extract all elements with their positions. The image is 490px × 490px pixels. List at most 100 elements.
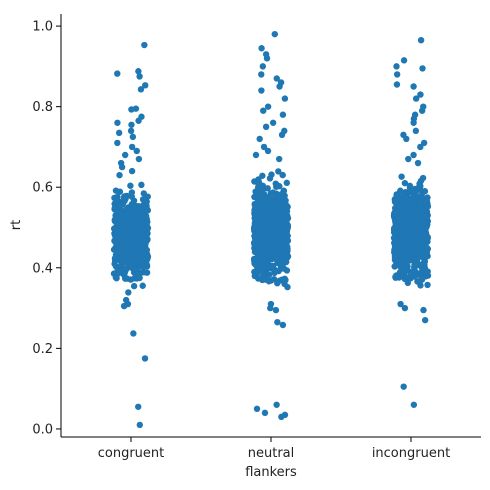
data-point-incongruent xyxy=(417,143,424,151)
data-point-congruent xyxy=(131,245,139,253)
data-point-congruent xyxy=(141,41,148,49)
data-point-congruent xyxy=(128,106,135,113)
data-point-neutral xyxy=(262,258,270,265)
x-ticks: congruent neutral incongruent xyxy=(98,437,450,461)
data-point-incongruent xyxy=(401,275,408,283)
data-point-neutral xyxy=(257,237,264,244)
data-point-incongruent xyxy=(424,281,431,289)
data-point-incongruent xyxy=(403,135,410,143)
data-point-neutral xyxy=(267,190,274,197)
data-point-incongruent xyxy=(393,229,401,236)
data-point-congruent xyxy=(130,282,138,290)
data-point-neutral xyxy=(273,190,280,197)
data-point-neutral xyxy=(270,216,277,223)
data-point-incongruent xyxy=(410,151,417,159)
x-tick-label-neutral: neutral xyxy=(248,446,295,461)
data-point-congruent xyxy=(112,187,120,194)
data-point-neutral xyxy=(279,222,287,229)
data-point-neutral xyxy=(251,268,259,276)
data-point-neutral xyxy=(264,185,271,192)
data-point-incongruent xyxy=(410,190,417,197)
data-point-neutral xyxy=(258,45,265,52)
data-point-incongruent xyxy=(419,65,426,72)
data-point-neutral xyxy=(251,205,259,212)
data-point-neutral xyxy=(259,63,267,70)
data-point-incongruent xyxy=(414,226,422,233)
data-point-incongruent xyxy=(400,57,408,64)
data-point-incongruent xyxy=(418,107,426,114)
data-point-incongruent xyxy=(392,242,400,250)
data-point-congruent xyxy=(114,249,122,256)
data-point-incongruent xyxy=(398,260,406,267)
data-point-neutral xyxy=(278,190,285,198)
data-point-congruent xyxy=(121,151,129,159)
y-axis-title: rt xyxy=(9,220,24,230)
data-point-neutral xyxy=(261,409,269,417)
data-point-incongruent xyxy=(413,241,421,248)
data-point-congruent xyxy=(120,302,128,310)
data-point-neutral xyxy=(255,181,262,188)
y-tick-label: 0.0 xyxy=(32,422,53,437)
data-point-incongruent xyxy=(423,249,430,256)
data-point-congruent xyxy=(139,254,146,261)
x-tick-label-congruent: congruent xyxy=(98,446,165,461)
data-point-congruent xyxy=(128,167,136,175)
data-point-congruent xyxy=(122,238,129,245)
data-point-incongruent xyxy=(416,183,423,190)
data-point-congruent xyxy=(120,194,128,201)
data-point-neutral xyxy=(269,232,276,240)
data-point-neutral xyxy=(266,238,274,246)
data-point-congruent xyxy=(133,251,140,258)
y-tick-label: 0.6 xyxy=(32,181,53,196)
data-point-neutral xyxy=(275,168,282,175)
data-point-incongruent xyxy=(406,229,413,237)
data-point-neutral xyxy=(279,111,287,118)
data-point-incongruent xyxy=(393,63,400,70)
data-point-congruent xyxy=(126,243,134,250)
data-point-neutral xyxy=(281,95,289,102)
data-point-congruent xyxy=(130,330,137,337)
data-point-incongruent xyxy=(417,36,425,44)
data-point-congruent xyxy=(143,231,150,238)
data-point-incongruent xyxy=(410,401,418,408)
data-point-neutral xyxy=(264,147,272,155)
data-point-neutral xyxy=(279,321,287,329)
y-ticks: 0.0 0.2 0.4 0.6 0.8 1.0 xyxy=(32,20,61,437)
data-point-neutral xyxy=(250,239,258,246)
data-point-neutral xyxy=(262,276,269,283)
data-point-neutral xyxy=(282,258,290,266)
data-point-congruent xyxy=(113,254,121,261)
data-point-congruent xyxy=(143,204,150,211)
data-point-neutral xyxy=(251,224,258,232)
data-point-incongruent xyxy=(423,198,431,205)
data-point-congruent xyxy=(128,230,135,238)
data-point-incongruent xyxy=(422,225,429,233)
data-point-neutral xyxy=(251,193,258,201)
data-point-incongruent xyxy=(406,257,413,264)
data-point-incongruent xyxy=(401,304,409,312)
data-point-congruent xyxy=(142,247,150,254)
data-point-incongruent xyxy=(420,139,428,147)
data-point-congruent xyxy=(128,189,136,196)
data-point-congruent xyxy=(127,127,135,135)
data-point-neutral xyxy=(267,263,275,270)
data-point-incongruent xyxy=(397,213,405,220)
data-point-congruent xyxy=(121,248,129,255)
data-point-congruent xyxy=(135,68,142,75)
data-point-incongruent xyxy=(410,119,417,126)
data-point-congruent xyxy=(116,228,123,236)
data-point-congruent xyxy=(133,147,140,155)
data-point-incongruent xyxy=(401,179,409,187)
data-point-congruent xyxy=(111,237,118,245)
data-point-neutral xyxy=(276,83,283,90)
data-point-neutral xyxy=(254,275,262,282)
data-point-incongruent xyxy=(412,127,420,135)
data-point-congruent xyxy=(139,196,147,203)
data-point-neutral xyxy=(283,250,290,258)
data-point-incongruent xyxy=(422,221,429,228)
data-point-congruent xyxy=(137,86,145,93)
data-point-congruent xyxy=(136,73,143,80)
data-point-congruent xyxy=(116,171,123,179)
data-point-incongruent xyxy=(393,81,401,88)
